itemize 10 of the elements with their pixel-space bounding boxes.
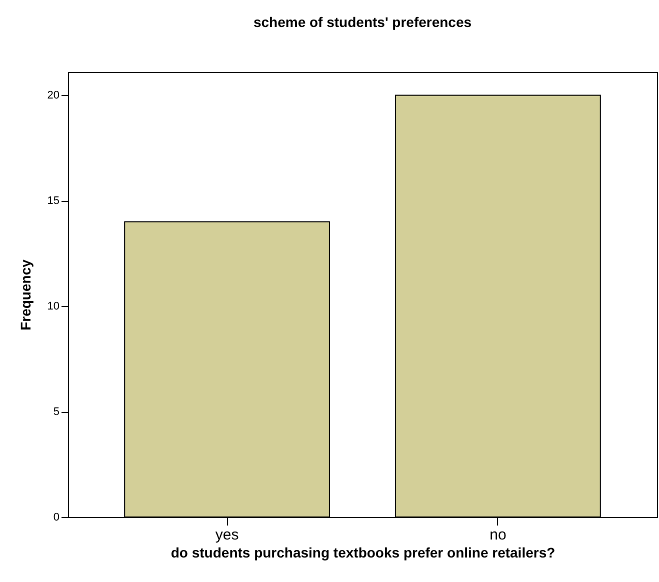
- x-tick-label: yes: [215, 526, 239, 544]
- y-tick-label: 10: [47, 300, 60, 313]
- y-tick-label: 5: [53, 406, 60, 418]
- y-tick-label: 15: [47, 195, 60, 208]
- y-axis-title: Frequency: [17, 259, 34, 330]
- x-tick-label: no: [490, 526, 506, 544]
- x-axis-title: do students purchasing textbooks prefer online retailers?: [170, 544, 556, 560]
- chart-title: scheme of students' preferences: [253, 14, 472, 30]
- y-tick-label: 20: [47, 90, 60, 102]
- y-tick-label: 0: [53, 512, 60, 524]
